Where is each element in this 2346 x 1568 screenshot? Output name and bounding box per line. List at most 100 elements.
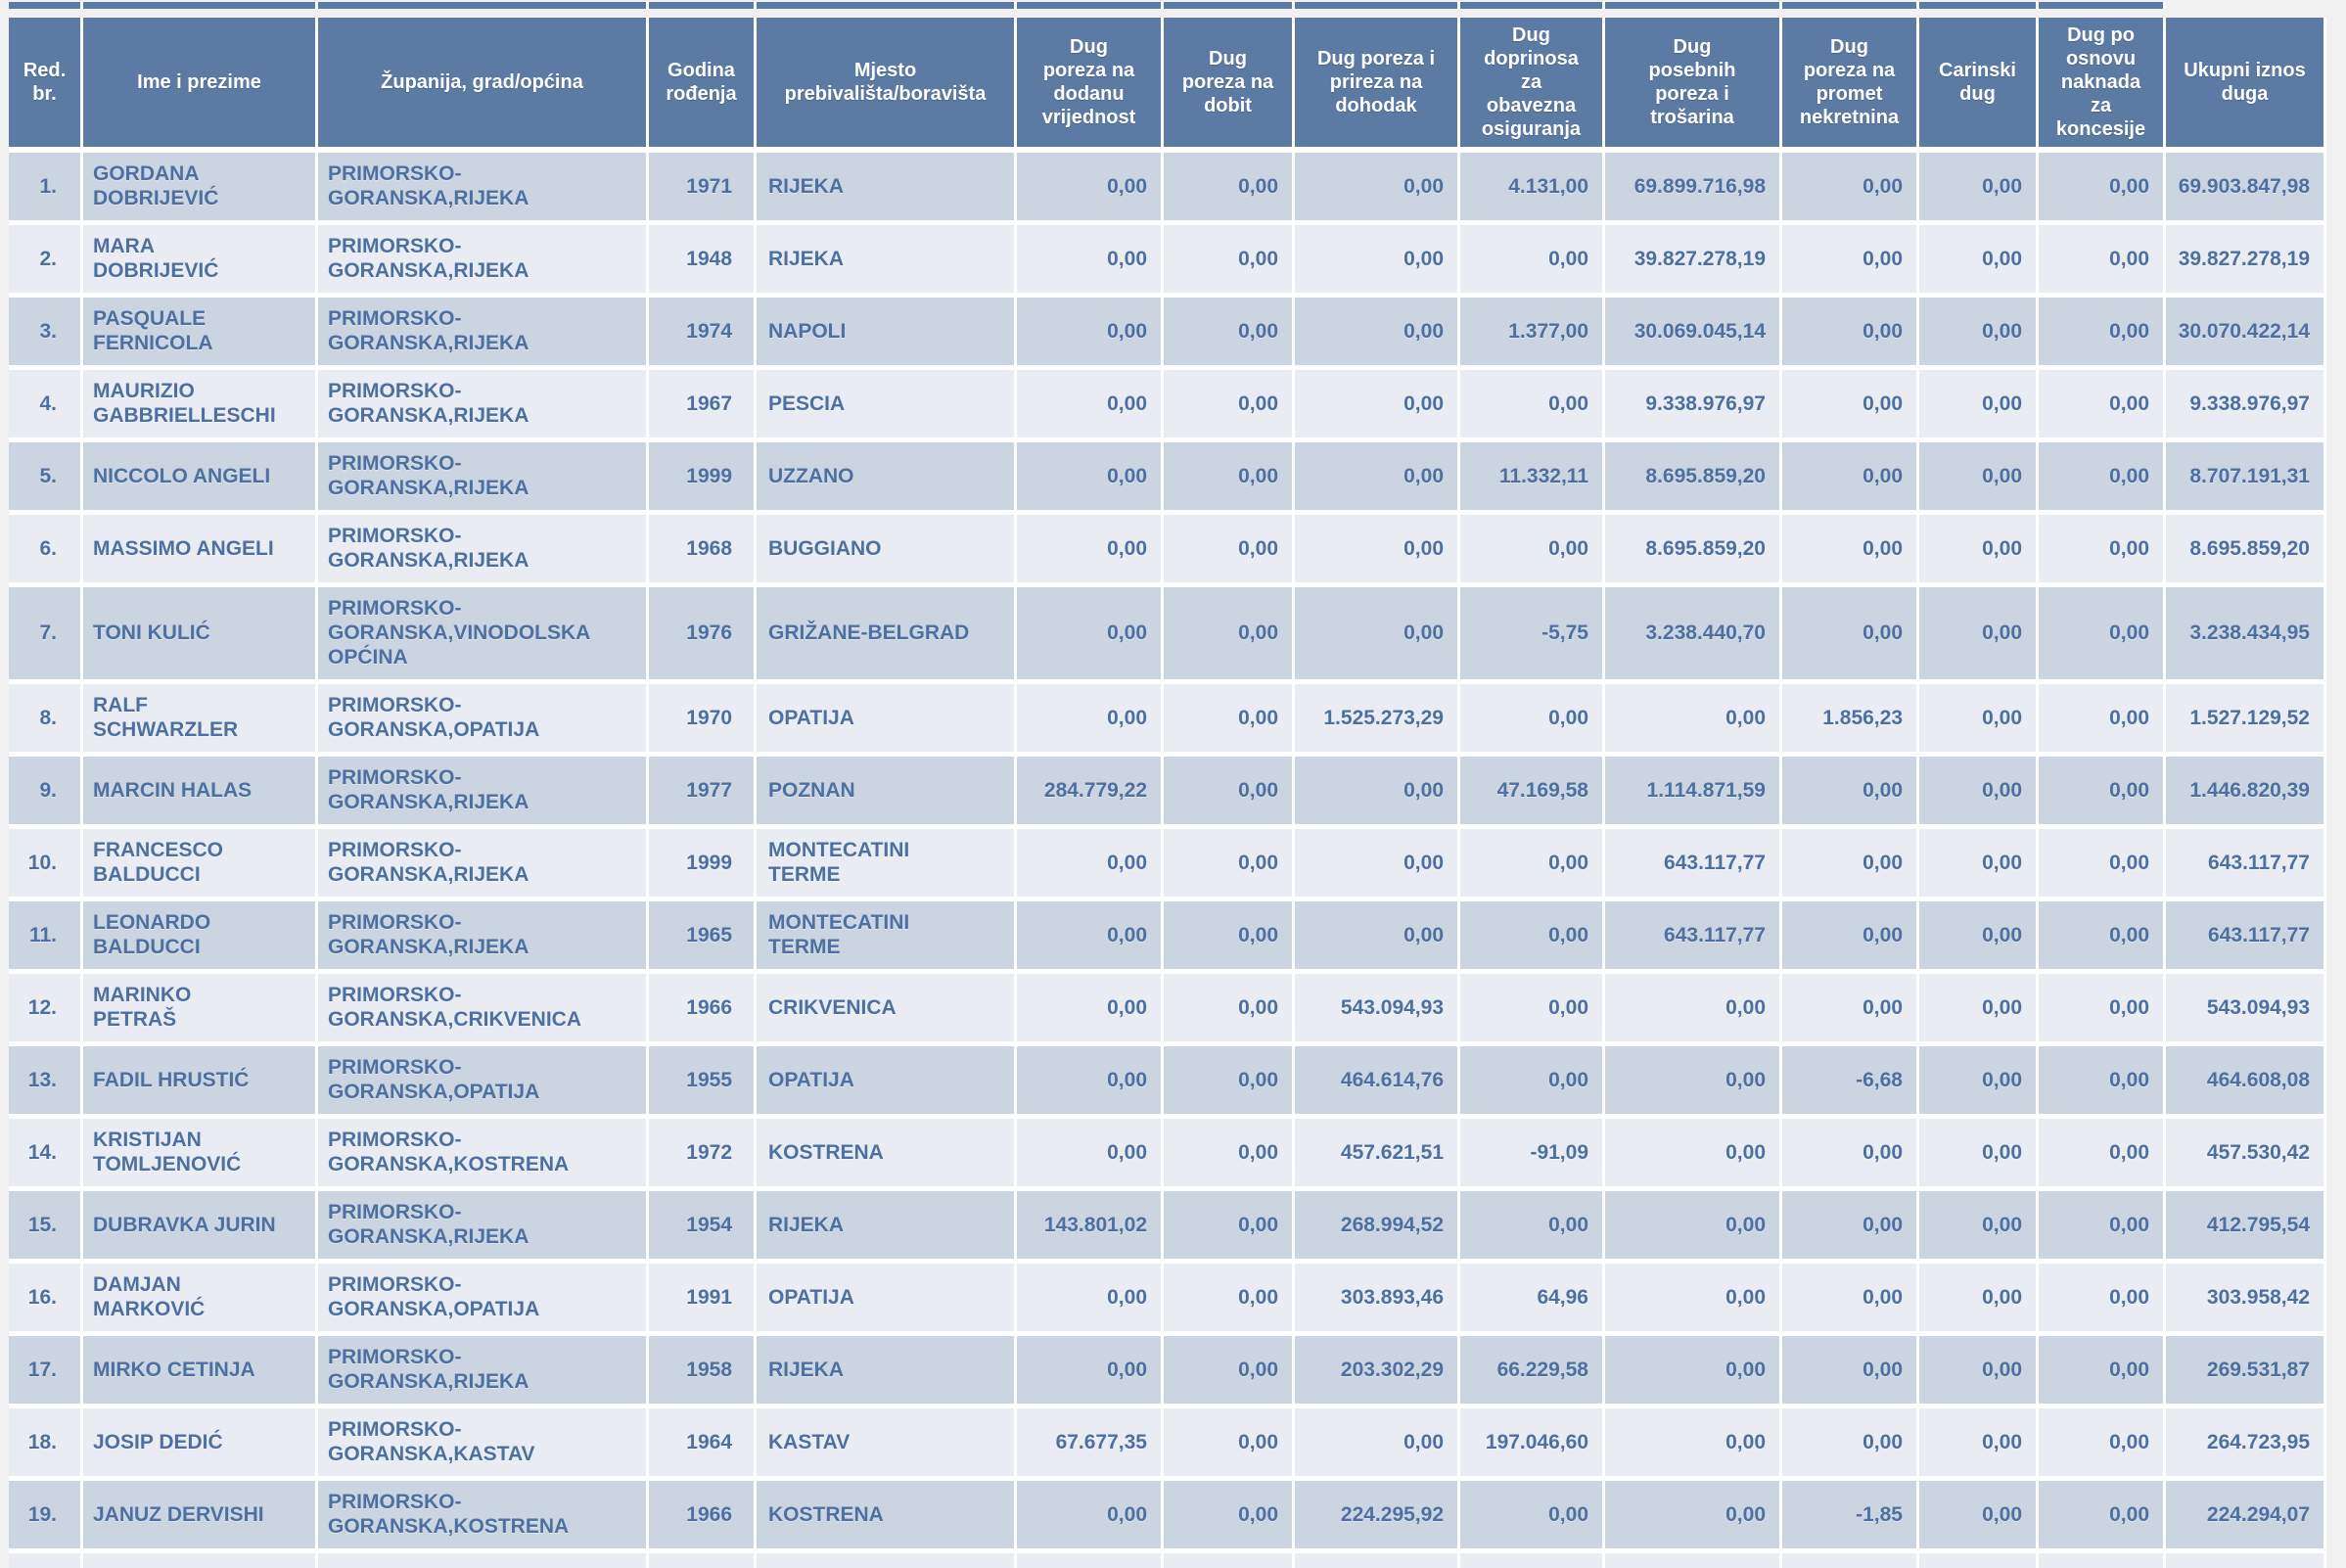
cell-dug-koncesije: 0,00: [2039, 901, 2166, 974]
cell-dug-dohodak: 224.295,92: [1295, 1481, 1460, 1553]
cell-dug-trosarine: 3.238.440,70: [1605, 587, 1782, 684]
cell-zupanija: PRIMORSKO- GORANSKA,RIJEKA: [318, 901, 649, 974]
cell-dug-dobit: 0,00: [1164, 225, 1295, 298]
cell-godina: 1955: [649, 1046, 757, 1119]
cell-carinski-dug: 0,00: [1919, 442, 2039, 515]
cell-zupanija: PRIMORSKO- GORANSKA,RIJEKA: [318, 442, 649, 515]
cell-dug-dohodak: 303.893,46: [1295, 1264, 1460, 1336]
cell-dug-nekretnine: -6,68: [1782, 1046, 1919, 1119]
cell-dug-pdv: 0,00: [1017, 1481, 1164, 1553]
cell-dug-dohodak: 0,00: [1295, 1408, 1460, 1481]
cell-carinski-dug: 0,00: [1919, 225, 2039, 298]
cell-dug-koncesije: 0,00: [2039, 298, 2166, 370]
cell-carinski-dug: 0,00: [1919, 684, 2039, 757]
col-header-dug-nekretnine: Dug poreza na promet nekretnina: [1782, 18, 1919, 153]
cell-mjesto: KOSTRENA: [757, 1119, 1017, 1191]
cell-dug-pdv: 0,00: [1017, 829, 1164, 901]
cell-mjesto: PESCIA: [757, 370, 1017, 442]
cell-godina: 1999: [649, 442, 757, 515]
cell-ime-prezime: DAMJAN MARKOVIĆ: [83, 1264, 318, 1336]
cell-dug-trosarine: 8.695.859,20: [1605, 515, 1782, 587]
next-row-sliver: [9, 1553, 2326, 1568]
cell-dug-dohodak: 0,00: [1295, 587, 1460, 684]
cell-carinski-dug: 0,00: [1919, 515, 2039, 587]
cell-dug-dobit: 0,00: [1164, 153, 1295, 225]
col-header-redni-broj: Red. br.: [9, 18, 83, 153]
cell-dug-trosarine: 0,00: [1605, 1191, 1782, 1264]
cell-ukupni-iznos: 69.903.847,98: [2166, 153, 2326, 225]
cell-ukupni-iznos: 39.827.278,19: [2166, 225, 2326, 298]
cell-carinski-dug: 0,00: [1919, 298, 2039, 370]
cell-dug-pdv: 143.801,02: [1017, 1191, 1164, 1264]
cell-dug-dobit: 0,00: [1164, 974, 1295, 1046]
cell-dug-dohodak: 203.302,29: [1295, 1336, 1460, 1408]
cell-godina: 1966: [649, 974, 757, 1046]
cell-mjesto: RIJEKA: [757, 153, 1017, 225]
cell-dug-nekretnine: 0,00: [1782, 1336, 1919, 1408]
table-row: 11. LEONARDO BALDUCCI PRIMORSKO- GORANSKA,…: [9, 901, 2326, 974]
cell-ime-prezime: MASSIMO ANGELI: [83, 515, 318, 587]
cell-zupanija: PRIMORSKO- GORANSKA,RIJEKA: [318, 153, 649, 225]
cell-ime-prezime: RALF SCHWARZLER: [83, 684, 318, 757]
cell-dug-koncesije: 0,00: [2039, 1336, 2166, 1408]
cell-dug-dobit: 0,00: [1164, 587, 1295, 684]
cell-ukupni-iznos: 269.531,87: [2166, 1336, 2326, 1408]
cell-dug-trosarine: 8.695.859,20: [1605, 442, 1782, 515]
cell-dug-koncesije: 0,00: [2039, 1119, 2166, 1191]
col-header-dug-pdv: Dug poreza na dodanu vrijednost: [1017, 18, 1164, 153]
cell-mjesto: NAPOLI: [757, 298, 1017, 370]
cell-dug-dobit: 0,00: [1164, 757, 1295, 829]
cell-redni-broj: 15.: [9, 1191, 83, 1264]
cell-dug-koncesije: 0,00: [2039, 1191, 2166, 1264]
cell-dug-dobit: 0,00: [1164, 1191, 1295, 1264]
cell-dug-dobit: 0,00: [1164, 298, 1295, 370]
cell-dug-doprinosi: 66.229,58: [1460, 1336, 1605, 1408]
cell-dug-dobit: 0,00: [1164, 1046, 1295, 1119]
cell-dug-dohodak: 0,00: [1295, 442, 1460, 515]
cell-godina: 1965: [649, 901, 757, 974]
cell-zupanija: PRIMORSKO- GORANSKA,KOSTRENA: [318, 1119, 649, 1191]
cell-dug-nekretnine: 0,00: [1782, 515, 1919, 587]
table-row: 4. MAURIZIO GABBRIELLESCHI PRIMORSKO- GORA…: [9, 370, 2326, 442]
cell-carinski-dug: 0,00: [1919, 1264, 2039, 1336]
cell-ukupni-iznos: 543.094,93: [2166, 974, 2326, 1046]
cell-dug-trosarine: 0,00: [1605, 974, 1782, 1046]
cell-carinski-dug: 0,00: [1919, 1191, 2039, 1264]
cell-dug-trosarine: 0,00: [1605, 1264, 1782, 1336]
cell-dug-dohodak: 0,00: [1295, 225, 1460, 298]
cell-carinski-dug: 0,00: [1919, 1408, 2039, 1481]
cell-mjesto: OPATIJA: [757, 684, 1017, 757]
cell-redni-broj: 12.: [9, 974, 83, 1046]
cell-ukupni-iznos: 643.117,77: [2166, 901, 2326, 974]
cell-redni-broj: 10.: [9, 829, 83, 901]
cell-dug-dohodak: 0,00: [1295, 153, 1460, 225]
cell-ukupni-iznos: 9.338.976,97: [2166, 370, 2326, 442]
cell-zupanija: PRIMORSKO- GORANSKA,RIJEKA: [318, 370, 649, 442]
col-header-zupanija: Županija, grad/općina: [318, 18, 649, 153]
cell-godina: 1971: [649, 153, 757, 225]
cell-dug-dobit: 0,00: [1164, 442, 1295, 515]
cell-redni-broj: 7.: [9, 587, 83, 684]
cell-dug-nekretnine: 0,00: [1782, 901, 1919, 974]
cell-ukupni-iznos: 224.294,07: [2166, 1481, 2326, 1553]
cell-dug-trosarine: 39.827.278,19: [1605, 225, 1782, 298]
cell-dug-nekretnine: 0,00: [1782, 829, 1919, 901]
cell-dug-doprinosi: 0,00: [1460, 225, 1605, 298]
col-header-dug-dohodak: Dug poreza i prireza na dohodak: [1295, 18, 1460, 153]
cell-godina: 1948: [649, 225, 757, 298]
cell-godina: 1999: [649, 829, 757, 901]
col-header-ime-prezime: Ime i prezime: [83, 18, 318, 153]
cell-dug-doprinosi: 47.169,58: [1460, 757, 1605, 829]
cell-dug-pdv: 0,00: [1017, 587, 1164, 684]
cell-mjesto: POZNAN: [757, 757, 1017, 829]
cell-dug-koncesije: 0,00: [2039, 829, 2166, 901]
cell-dug-dobit: 0,00: [1164, 684, 1295, 757]
cell-dug-doprinosi: -91,09: [1460, 1119, 1605, 1191]
cell-dug-doprinosi: 0,00: [1460, 901, 1605, 974]
cell-ukupni-iznos: 1.527.129,52: [2166, 684, 2326, 757]
cell-ime-prezime: MARA DOBRIJEVIĆ: [83, 225, 318, 298]
cell-ukupni-iznos: 457.530,42: [2166, 1119, 2326, 1191]
cell-dug-doprinosi: 1.377,00: [1460, 298, 1605, 370]
cell-dug-nekretnine: 0,00: [1782, 587, 1919, 684]
cell-godina: 1968: [649, 515, 757, 587]
